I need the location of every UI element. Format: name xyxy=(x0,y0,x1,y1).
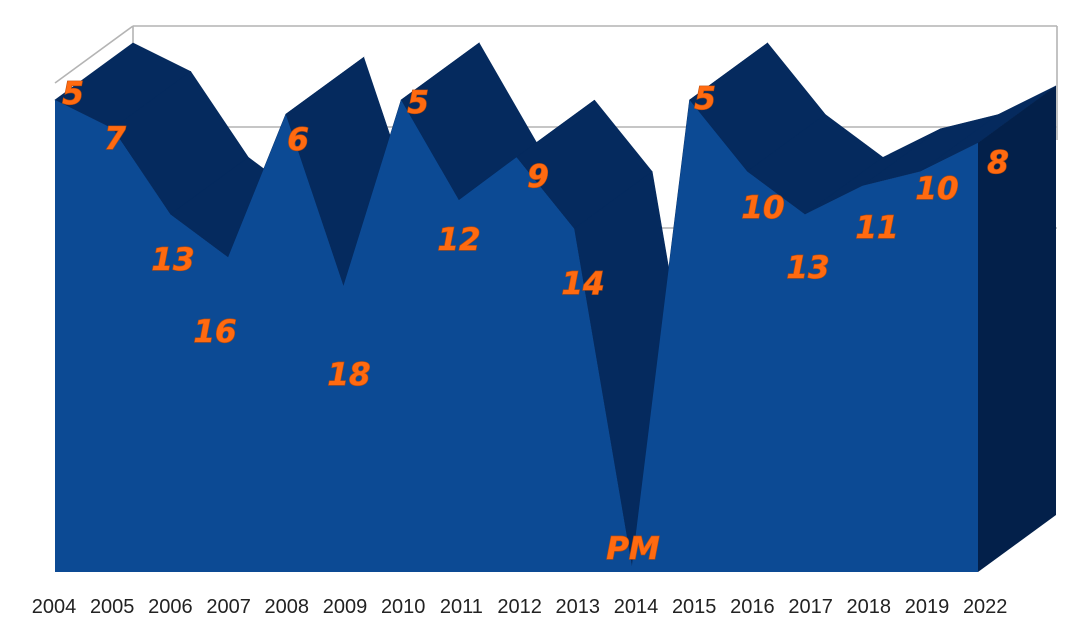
x-tick-label: 2013 xyxy=(556,596,601,618)
data-label: 9 xyxy=(527,159,549,195)
x-tick-label: 2008 xyxy=(265,596,310,618)
area-side-face xyxy=(978,85,1056,573)
x-tick-label: 2017 xyxy=(788,596,833,618)
data-label: 16 xyxy=(193,314,236,350)
x-tick-label: 2005 xyxy=(90,596,135,618)
data-label: 5 xyxy=(694,81,716,117)
wall-floor-diagonal xyxy=(54,25,134,84)
area-front-face xyxy=(55,100,978,572)
data-label: 13 xyxy=(151,242,194,278)
x-tick-label: 2006 xyxy=(148,596,193,618)
x-tick-label: 2014 xyxy=(614,596,659,618)
data-label: 5 xyxy=(407,85,429,121)
data-label: 8 xyxy=(987,145,1009,181)
x-tick-label: 2015 xyxy=(672,596,717,618)
data-label: 13 xyxy=(786,250,829,286)
x-axis-tick-labels: 2004 2005 2006 2007 2008 2009 2010 2011 2012 2013… xyxy=(32,596,1008,618)
x-tick-label: 2009 xyxy=(323,596,368,618)
x-tick-label: 2022 xyxy=(963,596,1008,618)
data-label: 10 xyxy=(915,171,958,207)
x-tick-label: 2010 xyxy=(381,596,426,618)
data-label: 7 xyxy=(104,121,126,157)
data-label: 5 xyxy=(62,76,84,112)
data-label: 11 xyxy=(855,210,898,246)
x-tick-label: 2016 xyxy=(730,596,775,618)
x-tick-label: 2011 xyxy=(440,596,483,618)
data-label: 12 xyxy=(437,222,480,258)
x-tick-label: 2007 xyxy=(206,596,251,618)
data-label: 10 xyxy=(741,190,784,226)
x-tick-label: 2019 xyxy=(905,596,950,618)
x-tick-label: 2004 xyxy=(32,596,77,618)
data-label: 6 xyxy=(287,122,309,158)
area-front-polygon xyxy=(55,100,978,572)
x-tick-label: 2012 xyxy=(497,596,542,618)
data-label: 18 xyxy=(327,357,370,393)
data-label: PM xyxy=(606,531,660,567)
data-label: 14 xyxy=(561,266,604,302)
x-tick-label: 2018 xyxy=(847,596,892,618)
